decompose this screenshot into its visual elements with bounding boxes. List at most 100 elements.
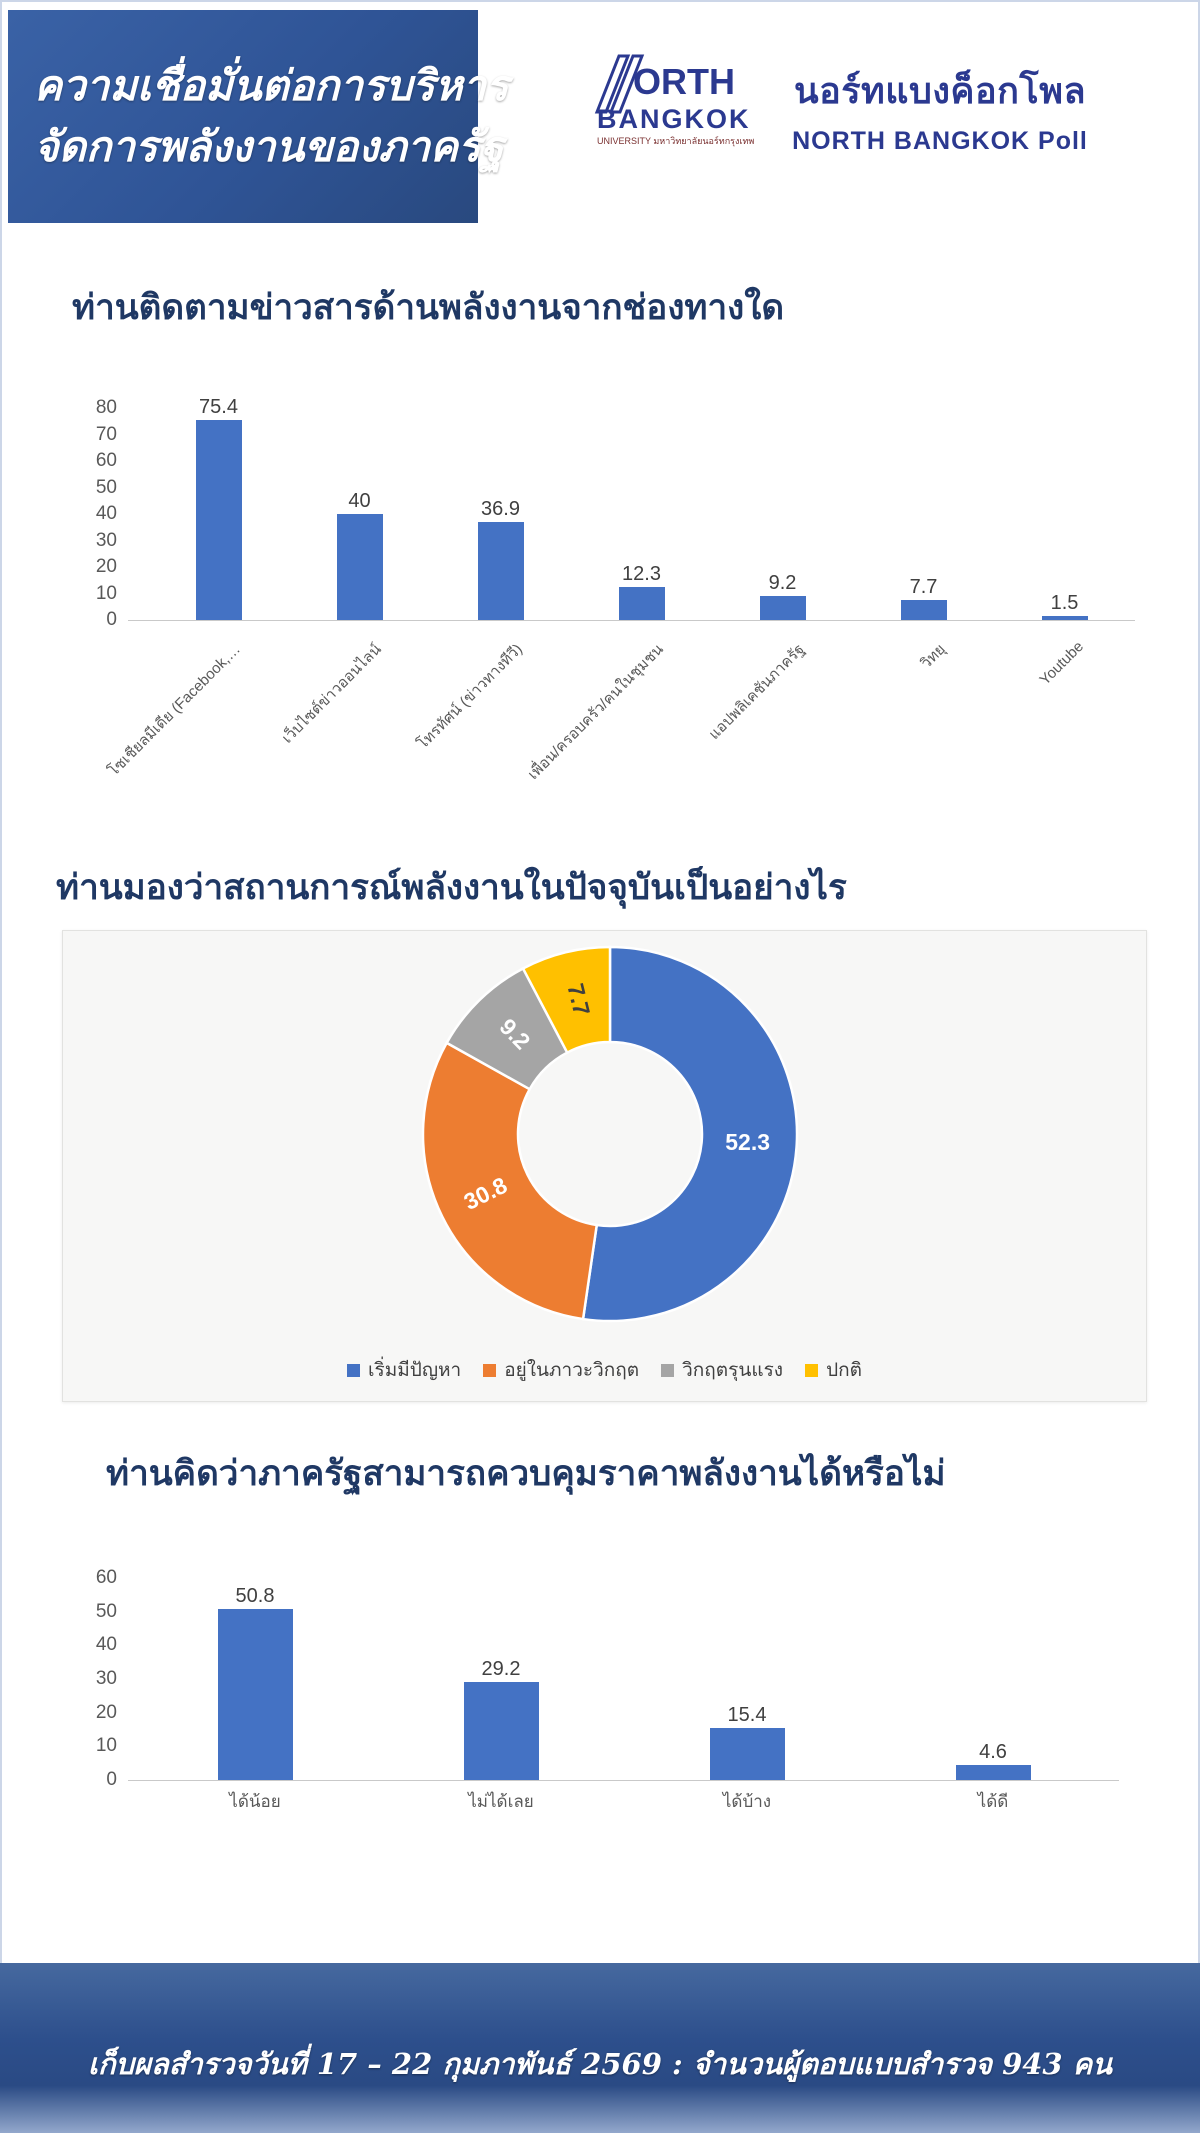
y-axis-tick: 30 [95,529,117,551]
bar-value-label: 15.4 [727,1704,767,1727]
bar [336,514,383,620]
bar-value-label: 36.9 [481,498,520,521]
survey-info-text: เก็บผลสำรวจวันที่ 17 – 22 กุมภาพันธ์ 256… [88,2047,1112,2081]
y-axis: 0 10 20 30 40 50 60 70 80 [57,397,117,630]
chart3-title: ท่านคิดว่าภาครัฐสามารถควบคุมราคาพลังงานไ… [106,1454,946,1493]
legend-label: อยู่ในภาวะวิกฤต [504,1360,640,1381]
poll-name-thai: นอร์ทแบงค็อกโพล [793,70,1087,111]
bar [1041,616,1088,620]
bar [900,599,947,620]
legend-label: ปกติ [826,1360,862,1381]
y-axis-tick: 20 [95,556,117,577]
x-axis-labels: โซเชียลมีเดีย (Facebook,… เว็บไซต์ข่าวออน… [105,632,1135,783]
bar-value-label: 7.7 [909,575,938,598]
bar [759,595,806,620]
x-axis-label: ได้น้อย [229,1792,281,1811]
bar-chart-news-channels: 0 10 20 30 40 50 60 70 80 75.4 40 36.9 12.3 9.2 7.7 1.… [57,396,1140,783]
y-axis-tick: 60 [95,450,117,471]
bar-value-label: 75.4 [199,396,238,419]
y-axis: 0 10 20 30 40 50 60 [57,1567,117,1790]
logo-text-orth: ORTH [633,61,735,102]
bar [195,420,242,620]
x-axis-label: ได้บ้าง [722,1792,772,1811]
y-axis-tick: 50 [95,1600,117,1622]
legend-item: เริ่มมีปัญหา [347,1355,461,1385]
x-axis-line [128,620,1135,621]
bar-slot: 7.7 [853,575,994,620]
chart1-title: ท่านติดตามข่าวสารด้านพลังงานจากช่องทางใด [72,288,785,327]
logo-text-bangkok: BANGKOK [597,104,751,134]
chart2-title: ท่านมองว่าสถานการณ์พลังงานในปัจจุบันเป็น… [56,868,847,907]
donut-segment [521,945,612,1055]
y-axis-tick: 0 [106,1769,117,1790]
x-axis-labels: ได้น้อย ไม่ได้เลย ได้บ้าง ได้ดี [132,1788,1116,1818]
poll-name-english: NORTH BANGKOK Poll [792,127,1088,155]
poster-title-box: ความเชื่อมั่นต่อการบริหาร จัดการพลังงานข… [8,10,509,223]
legend-swatch-icon [805,1363,819,1377]
legend-label: เริ่มมีปัญหา [368,1360,462,1381]
bar-slot: 1.5 [994,591,1135,620]
y-axis-tick: 40 [95,1634,117,1656]
bar [618,587,665,620]
bar-slot: 4.6 [870,1740,1116,1780]
legend-swatch-icon [483,1363,497,1377]
legend-swatch-icon [347,1363,361,1377]
donut-segment [581,945,799,1323]
y-axis-tick: 0 [106,609,117,630]
bar [463,1681,539,1780]
logo-slash-icon [594,54,631,114]
bar-value-label: 1.5 [1050,592,1079,615]
poll-name-block: นอร์ทแบงค็อกโพล NORTH BANGKOK Poll [765,62,1115,156]
bar-value-label: 12.3 [622,563,661,586]
y-axis-tick: 20 [95,1701,117,1723]
y-axis-tick: 10 [95,1735,117,1757]
bar-value-label: 4.6 [979,1740,1007,1763]
legend-item: วิกฤตรุนแรง [661,1355,783,1385]
y-axis-tick: 80 [95,397,117,418]
donut-segment [421,1041,599,1321]
logo-slash-icon [608,54,645,114]
legend-item: ปกติ [805,1355,862,1385]
x-axis-label: ไม่ได้เลย [468,1792,534,1811]
poster-title-line1: ความเชื่อมั่นต่อการบริหาร [34,61,509,111]
bar-slot: 36.9 [430,497,571,620]
bar-value-label: 9.2 [768,571,797,594]
bar-chart-price-control: 0 10 20 30 40 50 60 50.8 29.2 15.4 4.6 ได้น้อย ไม่… [57,1566,1140,1834]
donut-chart-panel: 52.3 30.8 9.2 7.7 เริ่มมีปัญหา อยู่ในภาวะวิก… [62,930,1147,1402]
donut-legend: เริ่มมีปัญหา อยู่ในภาวะวิกฤต วิกฤตรุนแรง ปก… [63,1355,1146,1385]
bar-value-label: 50.8 [235,1584,275,1607]
bar [217,1608,293,1780]
bar [955,1764,1031,1780]
logo-caption: UNIVERSITY มหาวิทยาลัยนอร์ทกรุงเทพ [597,135,754,147]
donut-value-label: 52.3 [725,1129,770,1155]
plot-area: 50.8 29.2 15.4 4.6 [132,1578,1116,1780]
y-axis-tick: 60 [95,1567,117,1588]
poster-title-line2: จัดการพลังงานของภาครัฐ [34,121,504,171]
y-axis-tick: 70 [95,423,117,445]
y-axis-tick: 50 [95,476,117,498]
bar-slot: 29.2 [378,1657,624,1780]
plot-area: 75.4 40 36.9 12.3 9.2 7.7 1.5 [148,396,1135,620]
x-axis-label: ได้ดี [977,1792,1009,1811]
legend-label: วิกฤตรุนแรง [682,1360,784,1381]
bar-value-label: 29.2 [481,1657,521,1680]
bar-slot: 40 [289,489,430,620]
legend-item: อยู่ในภาวะวิกฤต [483,1355,639,1385]
y-axis-tick: 40 [95,503,117,524]
bar-slot: 75.4 [148,395,289,620]
bar [709,1728,785,1780]
bar-value-label: 40 [348,490,371,512]
footer-band: เก็บผลสำรวจวันที่ 17 – 22 กุมภาพันธ์ 256… [0,1963,1200,2133]
x-axis-line [128,1780,1119,1781]
y-axis-tick: 10 [95,582,117,604]
bar-slot: 50.8 [132,1584,378,1780]
legend-swatch-icon [661,1363,675,1377]
bar-slot: 12.3 [571,562,712,620]
donut-chart-energy-situation: 52.330.89.27.7 [421,945,799,1323]
bar-slot: 15.4 [624,1703,870,1780]
north-bangkok-logo: ORTH BANGKOK UNIVERSITY มหาวิทยาลัยนอร์ท… [594,54,754,147]
bar [477,522,524,620]
bar-slot: 9.2 [712,571,853,620]
y-axis-tick: 30 [95,1668,117,1689]
